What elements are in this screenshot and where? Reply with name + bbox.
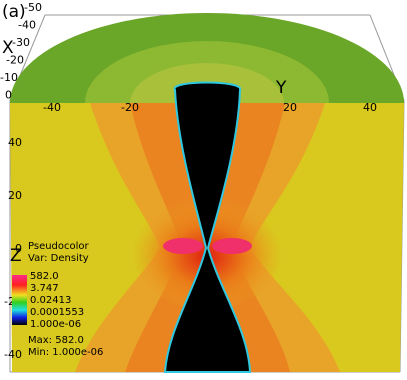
panel-label: (a): [2, 2, 26, 22]
legend-variable: Var: Density: [28, 253, 89, 264]
x-axis-label: X: [2, 38, 14, 58]
z-tick-label: 0: [15, 242, 22, 255]
x-tick-label: 0: [5, 89, 12, 102]
legend-title: Pseudocolor: [28, 241, 90, 252]
density-peak: [163, 238, 203, 254]
legend-level: 3.747: [30, 283, 59, 294]
z-tick-label: 20: [8, 189, 22, 202]
y-axis-label: Y: [275, 78, 287, 98]
legend-level: 1.000e-06: [30, 319, 81, 330]
color-bar: [12, 275, 27, 325]
x-tick-label: -50: [24, 1, 42, 14]
z-tick-label: 40: [8, 136, 22, 149]
density-peak: [212, 238, 252, 254]
legend-level: 0.02413: [30, 295, 71, 306]
x-tick-label: -30: [12, 36, 30, 49]
x-tick-label: -10: [0, 71, 18, 84]
low-density-cavity: [163, 81, 252, 373]
y-tick-label: 40: [363, 101, 377, 114]
legend-level: 0.0001553: [30, 307, 84, 318]
x-tick-label: -40: [18, 19, 36, 32]
x-tick-label: -20: [6, 54, 24, 67]
z-axis-label: Z: [10, 246, 22, 266]
legend-min: Min: 1.000e-06: [28, 347, 103, 358]
y-tick-label: -20: [121, 101, 139, 114]
legend-max: Max: 582.0: [28, 335, 84, 346]
z-tick-label: -40: [4, 348, 22, 361]
legend-level: 582.0: [30, 271, 59, 282]
y-tick-label: 20: [283, 101, 297, 114]
y-tick-label: -40: [43, 101, 61, 114]
